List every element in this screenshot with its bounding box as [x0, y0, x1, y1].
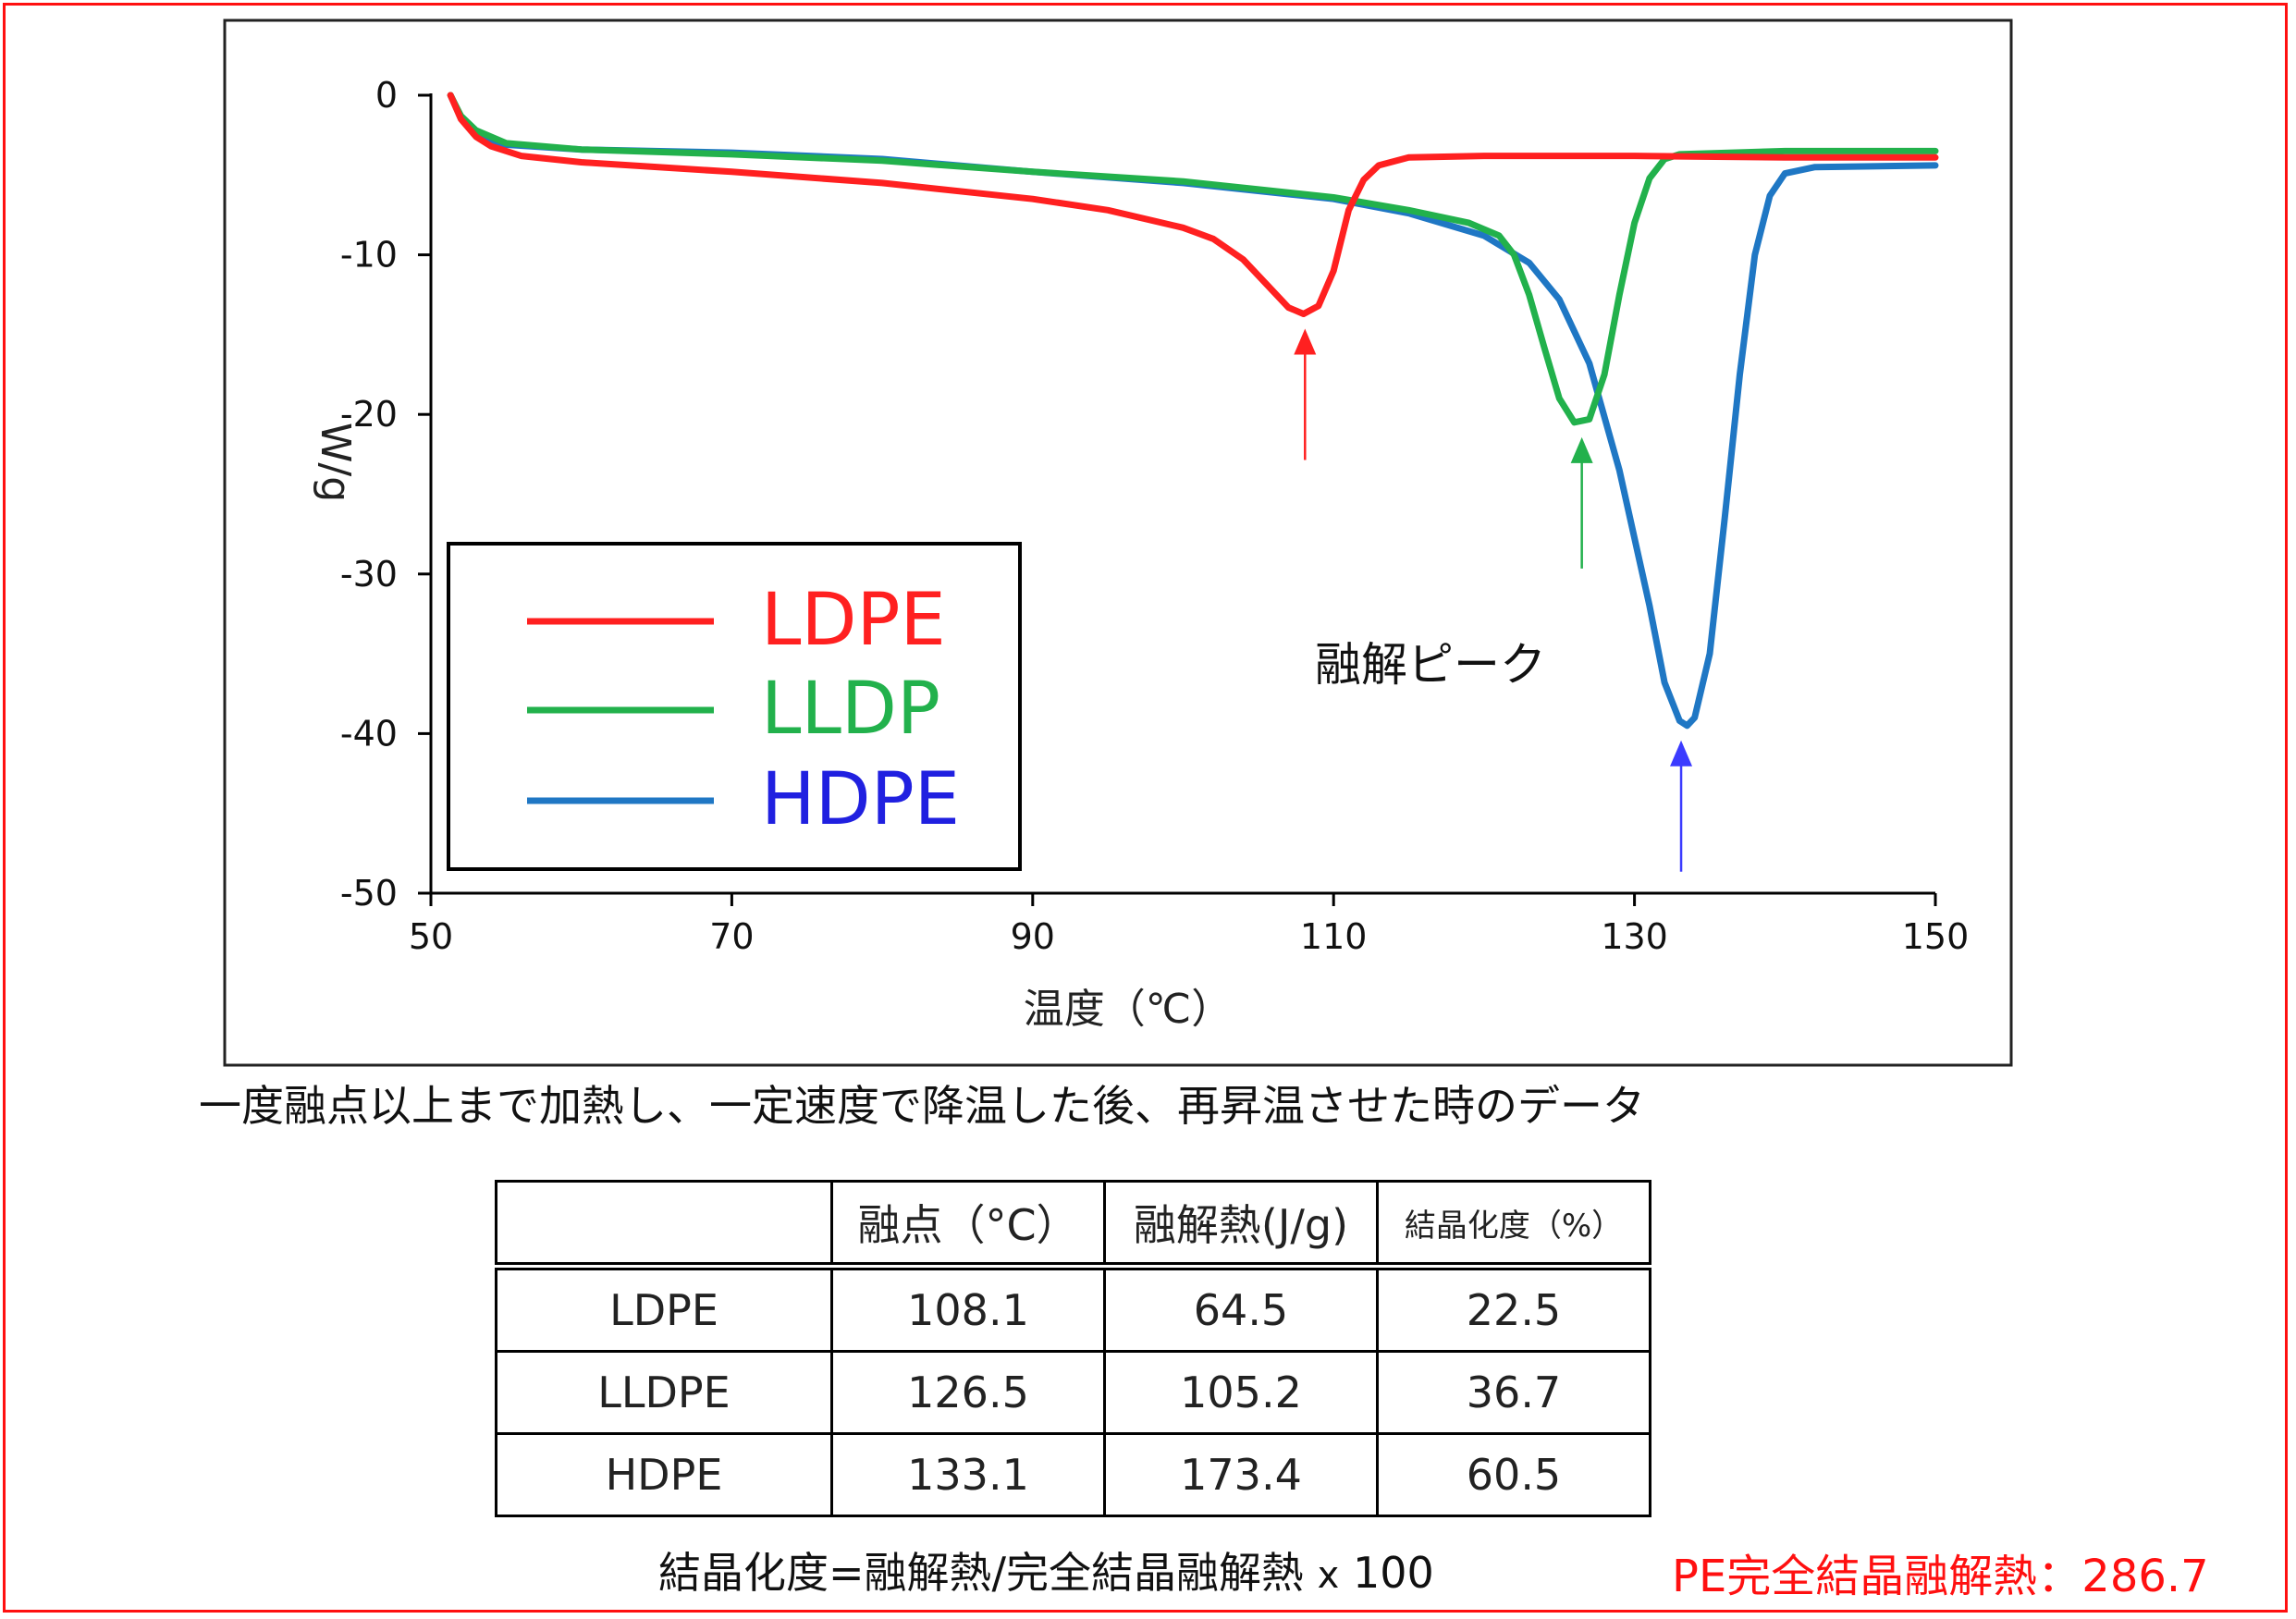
- legend-label: HDPE: [761, 758, 960, 841]
- table-header-cell: 融解熱(J/g): [1103, 1180, 1379, 1268]
- table-cell: 64.5: [1103, 1265, 1379, 1353]
- legend-box: [447, 542, 1022, 871]
- x-tick-label: 150: [1902, 916, 1970, 957]
- table-cell: 133.1: [830, 1432, 1106, 1517]
- table-header-cell: 融点（°C）: [830, 1180, 1106, 1268]
- y-tick-label: -40: [340, 713, 398, 754]
- table-row: HDPE 133.1 173.4 60.5: [495, 1432, 1651, 1517]
- x-tick-label: 110: [1300, 916, 1368, 957]
- y-tick-label: -30: [340, 554, 398, 595]
- chart-caption: 一度融点以上まで加熱し、一定速度で降温した後、再昇温させた時のデータ: [199, 1081, 1645, 1131]
- y-tick-label: -20: [340, 394, 398, 435]
- y-tick-label: -50: [340, 873, 398, 914]
- legend-label: LDPE: [761, 579, 946, 662]
- peak-arrow-head: [1670, 740, 1693, 767]
- results-table: 融点（°C） 融解熱(J/g) 結晶化度（%） LDPE 108.1 64.5 …: [495, 1180, 1651, 1517]
- series-line-ldpe: [447, 92, 1939, 317]
- table-cell: LLDPE: [495, 1350, 833, 1435]
- y-axis-title: W/g: [312, 423, 359, 502]
- series-line-lldpe: [447, 92, 1939, 426]
- formula-factor: 100: [1352, 1548, 1434, 1598]
- peak-arrow-head: [1294, 328, 1317, 355]
- table-header-row: 融点（°C） 融解熱(J/g) 結晶化度（%）: [495, 1180, 1651, 1268]
- series-layer: [447, 92, 1939, 730]
- peak-arrow-head: [1570, 436, 1593, 463]
- melting-peak-annotation: 融解ピーク: [1315, 638, 1546, 692]
- table-header-cell: 結晶化度（%）: [1376, 1180, 1651, 1268]
- x-tick-label: 70: [709, 916, 754, 957]
- table-cell: 126.5: [830, 1350, 1106, 1435]
- crystallinity-formula: 結晶化度=融解熱/完全結晶融解熱 x 100: [658, 1539, 1434, 1601]
- x-axis-title: 温度（℃）: [1024, 986, 1232, 1033]
- table-cell: 108.1: [830, 1265, 1106, 1353]
- table-cell: 36.7: [1376, 1350, 1651, 1435]
- y-tick-label: 0: [375, 75, 398, 116]
- table-cell: 105.2: [1103, 1350, 1379, 1435]
- x-tick-label: 90: [1011, 916, 1055, 957]
- x-tick-label: 130: [1601, 916, 1668, 957]
- table-cell: HDPE: [495, 1432, 833, 1517]
- dsc-chart: 50 70 90 110 130 1500-10-20-30-40-50温度（℃）W/g …: [223, 18, 2013, 1067]
- formula-multiplier: x: [1317, 1554, 1340, 1597]
- legend-label: LLDP: [761, 668, 940, 751]
- table-cell: 173.4: [1103, 1432, 1379, 1517]
- pe-heat-of-fusion-note: PE完全結晶融解熱：286.7: [1672, 1551, 2209, 1602]
- x-tick-label: 50: [409, 916, 453, 957]
- axes: 50 70 90 110 130 150 0 -10 -20 -30 -40 -50 温度（℃） W/g: [312, 75, 1969, 1033]
- table-header-cell: [495, 1180, 833, 1268]
- outer-frame: [3, 3, 2288, 1613]
- y-tick-label: -10: [340, 235, 398, 276]
- table-cell: 60.5: [1376, 1432, 1651, 1517]
- peak-arrows: [1294, 328, 1693, 872]
- formula-text: 結晶化度=融解熱/完全結晶融解熱: [658, 1548, 1305, 1598]
- table-cell: 22.5: [1376, 1265, 1651, 1353]
- table-row: LDPE 108.1 64.5 22.5: [495, 1265, 1651, 1353]
- table-row: LLDPE 126.5 105.2 36.7: [495, 1350, 1651, 1435]
- table-cell: LDPE: [495, 1265, 833, 1353]
